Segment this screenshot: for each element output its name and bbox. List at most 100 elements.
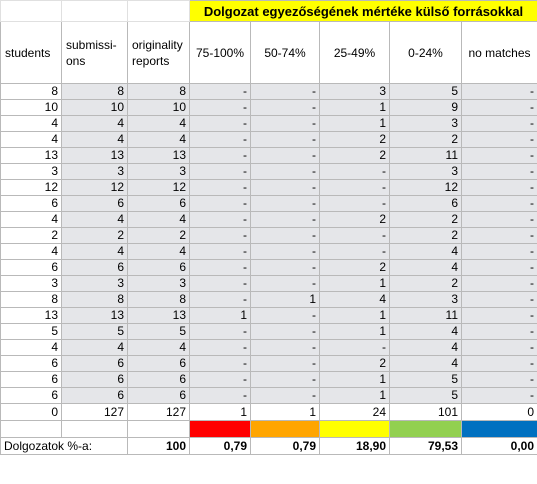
cell-band-0-24[interactable]: 3 [389,291,462,308]
total-band-25-49[interactable]: 24 [319,403,390,421]
cell-students[interactable]: 12 [0,179,62,196]
cell-band-50-74[interactable]: 1 [250,291,320,308]
cell-band-25-49[interactable]: - [319,179,390,196]
cell-band-25-49[interactable]: 1 [319,323,390,340]
cell-students[interactable]: 6 [0,387,62,404]
cell-band-25-49[interactable]: 4 [319,291,390,308]
cell-band-50-74[interactable]: - [250,307,320,324]
cell-no-matches[interactable]: - [460,291,537,308]
cell-students[interactable]: 6 [0,259,62,276]
cell-band-50-74[interactable]: - [250,131,320,148]
percent-total[interactable]: 100 [127,437,190,455]
cell-band-75-100[interactable]: - [189,163,251,180]
total-students[interactable]: 0 [0,403,62,421]
cell-submissions[interactable]: 4 [61,131,128,148]
cell-students[interactable]: 5 [0,323,62,340]
cell-students[interactable]: 10 [0,99,62,116]
cell-reports[interactable]: 6 [127,387,190,404]
total-submissions[interactable]: 127 [61,403,128,421]
cell-submissions[interactable]: 8 [61,83,128,100]
cell-students[interactable]: 4 [0,211,62,228]
cell-students[interactable]: 6 [0,355,62,372]
cell-students[interactable]: 4 [0,339,62,356]
cell-reports[interactable]: 13 [127,147,190,164]
cell-no-matches[interactable]: - [460,307,537,324]
total-no-matches[interactable]: 0 [460,403,537,421]
cell-submissions[interactable]: 4 [61,243,128,260]
cell-band-75-100[interactable]: - [189,291,251,308]
cell-band-25-49[interactable]: 1 [319,387,390,404]
cell-band-50-74[interactable]: - [250,211,320,228]
header-submissions[interactable]: submissi-ons [61,21,128,84]
cell-band-25-49[interactable]: 2 [319,355,390,372]
cell-reports[interactable]: 5 [127,323,190,340]
cell-band-0-24[interactable]: 2 [389,131,462,148]
cell-band-75-100[interactable]: - [189,355,251,372]
cell-band-75-100[interactable]: - [189,99,251,116]
cell-submissions[interactable]: 12 [61,179,128,196]
cell-band-50-74[interactable]: - [250,83,320,100]
cell-band-0-24[interactable]: 9 [389,99,462,116]
cell-reports[interactable]: 8 [127,291,190,308]
cell-no-matches[interactable]: - [460,243,537,260]
cell-band-0-24[interactable]: 11 [389,147,462,164]
cell-reports[interactable]: 10 [127,99,190,116]
cell-band-50-74[interactable]: - [250,339,320,356]
cell-submissions[interactable]: 3 [61,275,128,292]
cell-band-0-24[interactable]: 4 [389,355,462,372]
cell-band-25-49[interactable]: 1 [319,275,390,292]
cell-band-50-74[interactable]: - [250,227,320,244]
cell-band-75-100[interactable]: - [189,339,251,356]
cell-no-matches[interactable]: - [460,195,537,212]
cell-submissions[interactable]: 8 [61,291,128,308]
cell-band-50-74[interactable]: - [250,115,320,132]
cell-reports[interactable]: 6 [127,195,190,212]
cell-band-25-49[interactable]: - [319,195,390,212]
cell-band-0-24[interactable]: 4 [389,323,462,340]
cell-reports[interactable]: 13 [127,307,190,324]
cell-students[interactable]: 4 [0,131,62,148]
cell-reports[interactable]: 4 [127,131,190,148]
header-25-49[interactable]: 25-49% [319,21,390,84]
header-no-matches[interactable]: no matches [460,21,537,84]
cell-students[interactable]: 2 [0,227,62,244]
cell-submissions[interactable]: 4 [61,339,128,356]
cell-reports[interactable]: 6 [127,355,190,372]
header-0-24[interactable]: 0-24% [389,21,462,84]
cell-band-25-49[interactable]: 2 [319,147,390,164]
cell-no-matches[interactable]: - [460,259,537,276]
cell-band-0-24[interactable]: 12 [389,179,462,196]
cell-band-0-24[interactable]: 2 [389,227,462,244]
cell-band-50-74[interactable]: - [250,147,320,164]
cell-band-0-24[interactable]: 2 [389,211,462,228]
cell-submissions[interactable]: 5 [61,323,128,340]
cell-reports[interactable]: 4 [127,339,190,356]
cell-submissions[interactable]: 2 [61,227,128,244]
cell-band-75-100[interactable]: - [189,323,251,340]
cell-no-matches[interactable]: - [460,163,537,180]
percent-no-matches[interactable]: 0,00 [460,437,537,455]
cell-submissions[interactable]: 4 [61,211,128,228]
cell-band-25-49[interactable]: 2 [319,131,390,148]
cell-submissions[interactable]: 13 [61,147,128,164]
cell-students[interactable]: 8 [0,83,62,100]
percent-band-50-74[interactable]: 0,79 [250,437,320,455]
cell-band-75-100[interactable]: - [189,275,251,292]
cell-band-75-100[interactable]: - [189,259,251,276]
cell-no-matches[interactable]: - [460,147,537,164]
cell-reports[interactable]: 12 [127,179,190,196]
cell-band-50-74[interactable]: - [250,275,320,292]
cell-students[interactable]: 3 [0,163,62,180]
cell-no-matches[interactable]: - [460,339,537,356]
header-50-74[interactable]: 50-74% [250,21,320,84]
cell-no-matches[interactable]: - [460,227,537,244]
cell-band-0-24[interactable]: 3 [389,163,462,180]
cell-band-0-24[interactable]: 4 [389,259,462,276]
cell-band-0-24[interactable]: 11 [389,307,462,324]
cell-students[interactable]: 3 [0,275,62,292]
cell-band-0-24[interactable]: 5 [389,371,462,388]
cell-students[interactable]: 13 [0,147,62,164]
cell-no-matches[interactable]: - [460,83,537,100]
cell-band-50-74[interactable]: - [250,387,320,404]
cell-band-50-74[interactable]: - [250,163,320,180]
